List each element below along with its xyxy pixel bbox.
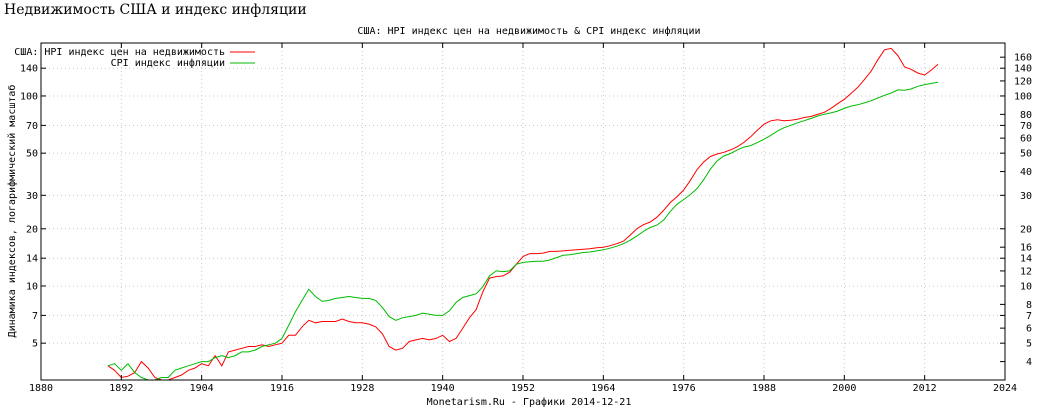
y-tick-label-left: 7 xyxy=(32,311,38,322)
x-axis-ticks: 1880 1892 1904 1916 1928 1940 1952 1964 1976 1988… xyxy=(29,43,1017,394)
x-tick-label: 2024 xyxy=(993,383,1017,394)
y-tick-label-right: 140 xyxy=(1014,64,1032,75)
y-tick-label-left: 70 xyxy=(26,121,38,132)
grid-lines xyxy=(41,43,1005,380)
y-tick-label-right: 6 xyxy=(1026,324,1032,335)
x-tick-label: 1928 xyxy=(350,383,374,394)
y-tick-label-right: 40 xyxy=(1020,167,1032,178)
series-line-hpi xyxy=(107,47,939,381)
y-tick-label-right: 50 xyxy=(1020,149,1032,160)
series-line-cpi xyxy=(107,81,939,381)
y-tick-label-right: 5 xyxy=(1026,339,1032,350)
y-tick-label-right: 16 xyxy=(1020,243,1032,254)
x-tick-label: 2000 xyxy=(832,383,856,394)
y-tick-label-left: 20 xyxy=(26,224,38,235)
y-tick-label-left: 100 xyxy=(20,91,38,102)
y-tick-label-right: 12 xyxy=(1020,266,1032,277)
y-tick-label-left: 5 xyxy=(32,339,38,350)
x-tick-label: 2012 xyxy=(913,383,937,394)
x-tick-label: 1976 xyxy=(672,383,696,394)
x-tick-label: 1916 xyxy=(270,383,294,394)
page-title: Недвижимость США и индекс инфляции xyxy=(4,2,307,18)
y-tick-label-left: 14 xyxy=(26,254,38,265)
legend-label-cpi: CPI индекс инфляции xyxy=(111,57,225,69)
series-layer xyxy=(107,47,939,381)
x-tick-label: 1880 xyxy=(29,383,53,394)
x-tick-label: 1952 xyxy=(511,383,535,394)
y-tick-label-left: 30 xyxy=(26,191,38,202)
legend: США: HPI индекс цен на недвижимость CPI … xyxy=(14,47,255,69)
x-tick-label: 1940 xyxy=(431,383,455,394)
y-tick-label-right: 60 xyxy=(1020,134,1032,145)
x-tick-label: 1904 xyxy=(190,383,214,394)
y-tick-label-right: 7 xyxy=(1026,311,1032,322)
y-tick-label-left: 50 xyxy=(26,149,38,160)
y-tick-label-right: 100 xyxy=(1014,91,1032,102)
y-tick-label-right: 30 xyxy=(1020,191,1032,202)
y-axis-label: Динамика индексов, логарифмический масшт… xyxy=(6,85,18,338)
chart-title: США: HPI индекс цен на недвижимость & CP… xyxy=(357,25,700,37)
y-tick-label-right: 80 xyxy=(1020,110,1032,121)
y-tick-label-left: 140 xyxy=(20,64,38,75)
x-tick-label: 1892 xyxy=(109,383,133,394)
y-tick-label-right: 160 xyxy=(1014,53,1032,64)
y-tick-label-right: 10 xyxy=(1020,281,1032,292)
legend-label-hpi: США: HPI индекс цен на недвижимость xyxy=(14,47,225,58)
y-tick-label-right: 4 xyxy=(1026,357,1032,368)
x-tick-label: 1988 xyxy=(752,383,776,394)
y-tick-label-right: 70 xyxy=(1020,121,1032,132)
x-tick-label: 1964 xyxy=(591,383,615,394)
y-tick-label-right: 120 xyxy=(1014,76,1032,87)
y-tick-label-left: 10 xyxy=(26,281,38,292)
y-tick-label-right: 8 xyxy=(1026,300,1032,311)
x-axis-label: Monetarism.Ru - Графики 2014-12-21 xyxy=(427,396,632,408)
y-axis-left-ticks: 5 7 10 14 20 30 50 70 100 140 xyxy=(20,64,46,350)
y-tick-label-right: 14 xyxy=(1020,254,1032,265)
y-tick-label-right: 20 xyxy=(1020,224,1032,235)
